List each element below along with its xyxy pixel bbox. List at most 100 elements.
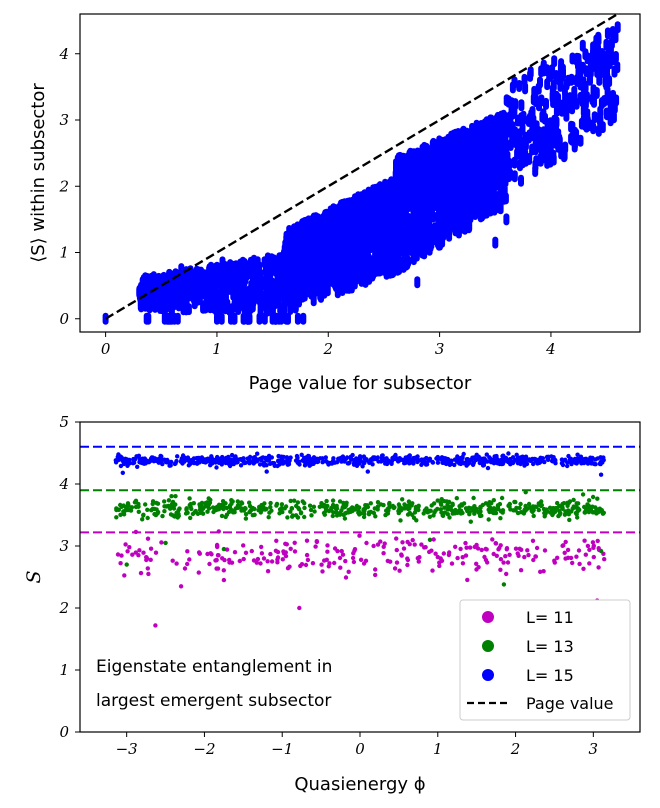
top-data-point [180, 273, 187, 286]
top-data-point [266, 273, 273, 286]
bottom-data-point [373, 567, 378, 572]
top-data-point [347, 201, 354, 214]
top-data-point [398, 191, 405, 204]
bottom-data-point [599, 508, 604, 513]
bottom-data-point [399, 553, 404, 558]
bottom-data-point [471, 495, 476, 501]
bottom-data-point [337, 555, 343, 561]
bottom-data-point [288, 546, 293, 551]
bottom-data-point [387, 505, 392, 510]
top-x-tick-label: 0 [101, 340, 111, 358]
bottom-data-point [574, 554, 579, 559]
top-data-point [306, 250, 312, 263]
top-data-point [454, 170, 461, 183]
top-data-point [470, 207, 477, 220]
top-data-point [238, 259, 245, 271]
bottom-data-point [455, 555, 460, 561]
bottom-data-point [430, 568, 435, 573]
top-data-point [382, 242, 389, 255]
bottom-data-point [327, 561, 332, 566]
top-data-point [255, 270, 262, 283]
top-data-point [395, 207, 402, 220]
bottom-data-point [525, 506, 530, 511]
bottom-data-point [177, 506, 182, 511]
bottom-data-point [185, 561, 190, 567]
top-data-point [313, 218, 320, 231]
top-data-point [374, 231, 381, 244]
top-data-point [303, 276, 310, 289]
bottom-data-point [198, 503, 204, 508]
top-y-tick-label: 2 [58, 177, 69, 195]
bottom-data-point [595, 496, 600, 501]
top-data-point [506, 119, 512, 132]
top-data-point [540, 126, 547, 139]
top-data-point [419, 185, 426, 198]
bottom-data-point [352, 548, 357, 553]
bottom-data-point [269, 559, 275, 564]
top-data-point [351, 219, 358, 232]
bottom-data-point [265, 559, 270, 564]
bottom-data-point [463, 540, 468, 546]
bottom-data-point [221, 546, 227, 552]
top-data-point [610, 111, 617, 124]
top-data-point [336, 241, 343, 254]
bottom-data-point [114, 506, 119, 511]
bottom-data-point [137, 548, 142, 553]
top-data-point [372, 261, 379, 274]
bottom-data-point [141, 550, 146, 555]
bottom-data-point [159, 540, 164, 545]
bottom-data-point [445, 512, 450, 517]
bottom-data-point [153, 623, 158, 628]
bottom-data-point [474, 506, 479, 512]
top-data-point [147, 283, 154, 296]
bottom-data-point [330, 498, 336, 503]
top-data-point [582, 48, 589, 61]
bottom-data-point [562, 550, 567, 555]
bottom-data-point [145, 566, 150, 571]
top-data-point [301, 289, 308, 302]
top-data-point [188, 277, 195, 290]
bottom-data-point [465, 508, 470, 514]
top-data-point [590, 48, 596, 61]
bottom-data-point [114, 515, 119, 520]
bottom-data-point [274, 501, 280, 507]
bottom-data-point [249, 548, 254, 554]
top-data-point [508, 97, 515, 110]
bottom-data-point [162, 499, 167, 504]
bottom-data-point [595, 456, 600, 461]
top-data-point [431, 168, 437, 181]
top-data-point [516, 80, 523, 92]
bottom-data-point [446, 552, 452, 558]
bottom-data-point [490, 537, 495, 542]
bottom-data-point [562, 512, 568, 517]
bottom-data-point [145, 536, 151, 541]
bottom-data-point [407, 506, 412, 511]
top-data-point [327, 205, 334, 218]
bottom-data-point [230, 499, 235, 504]
bottom-data-point [221, 577, 227, 583]
bottom-data-point [235, 499, 240, 504]
bottom-data-point [575, 452, 580, 457]
top-data-point [363, 191, 370, 203]
bottom-data-point [115, 552, 121, 557]
top-data-point [599, 121, 606, 134]
bottom-data-point [325, 503, 330, 509]
top-data-point [226, 267, 233, 280]
bottom-data-point [378, 539, 383, 544]
top-data-point [575, 72, 582, 85]
top-data-point [532, 86, 539, 99]
bottom-data-point [123, 504, 128, 510]
top-data-point [529, 143, 536, 156]
top-data-point [233, 276, 240, 289]
top-data-point [194, 293, 201, 305]
bottom-data-point [394, 547, 399, 553]
bottom-data-point [375, 500, 381, 505]
top-data-point [344, 229, 351, 242]
top-data-point [269, 287, 276, 300]
bottom-data-point [371, 510, 377, 516]
bottom-data-point [324, 557, 329, 562]
top-data-point [208, 281, 215, 294]
bottom-data-point [495, 504, 501, 509]
top-data-point [256, 312, 263, 325]
bottom-data-point [601, 455, 606, 460]
